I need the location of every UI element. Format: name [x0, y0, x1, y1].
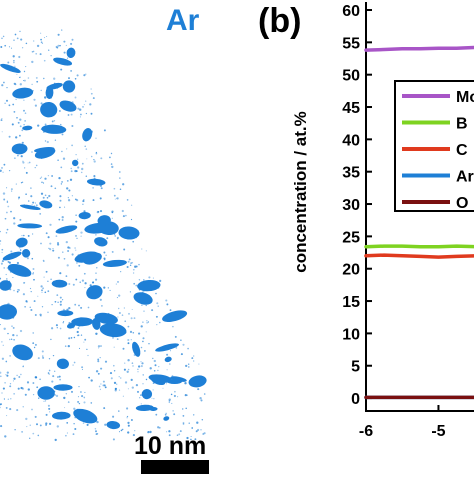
scale-bar: [141, 460, 209, 474]
legend: Mo BC Ar O: [394, 80, 474, 212]
legend-label-c: C: [456, 142, 468, 159]
legend-label-o: O: [456, 195, 468, 212]
y-tick-label: 10: [342, 326, 360, 343]
series-line-mo: [364, 45, 474, 52]
y-tick-label: 45: [342, 100, 360, 117]
y-tick-label: 50: [342, 68, 360, 85]
y-tick-label: 15: [342, 294, 360, 311]
series-line-b: [364, 244, 474, 249]
x-tick-label: -6: [359, 423, 373, 440]
y-tick-label: 5: [351, 359, 360, 376]
series-line-c: [364, 253, 474, 259]
series-lines: [364, 45, 474, 400]
atom-probe-map: [0, 29, 207, 442]
y-tick-label: 35: [342, 165, 360, 182]
y-tick-label: 40: [342, 132, 360, 149]
legend-label-ar: Ar: [456, 169, 474, 186]
legend-box: [394, 80, 474, 212]
y-tick-label: 55: [342, 35, 360, 52]
x-tick-label: -5: [431, 423, 445, 440]
y-tick-label: 20: [342, 262, 360, 279]
scale-bar-label: 10 nm: [134, 432, 206, 460]
element-label: Ar: [166, 4, 200, 37]
y-tick-label: 0: [351, 391, 360, 408]
x-ticks: -6 -5: [359, 405, 446, 440]
y-axis-label: concentration / at.%: [291, 111, 310, 273]
panel-label: (b): [258, 2, 301, 40]
legend-label-b: B: [456, 116, 468, 133]
y-tick-label: 60: [342, 3, 360, 20]
y-tick-label: 30: [342, 197, 360, 214]
legend-label-mo: Mo: [456, 89, 474, 106]
y-ticks: 0 5 10 15 20 25 30 35 40 45 50 55 60: [342, 3, 372, 408]
y-tick-label: 25: [342, 229, 360, 246]
